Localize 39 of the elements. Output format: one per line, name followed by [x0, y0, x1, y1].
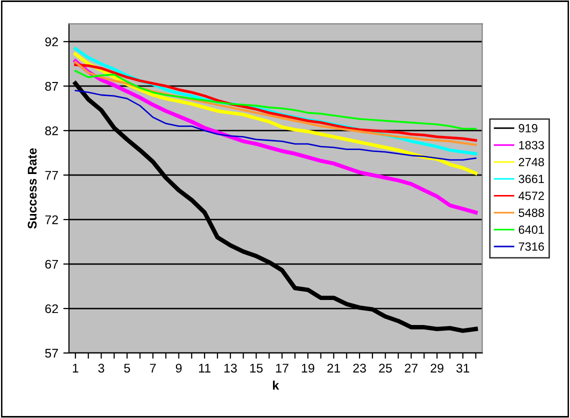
- legend-label: 5488: [518, 208, 544, 217]
- legend-label: 919: [518, 124, 538, 132]
- x-tick-label: 31: [456, 364, 470, 373]
- line-series: [74, 52, 478, 176]
- x-tick-label: 1: [72, 364, 78, 372]
- line-series: [73, 59, 478, 214]
- legend-label: 1833: [519, 140, 544, 150]
- y-tick-label: 87: [45, 82, 58, 91]
- x-tick-label: 5: [124, 364, 130, 373]
- x-tick-label: 13: [224, 364, 237, 373]
- x-tick-label: 19: [302, 364, 314, 373]
- x-tick-label: 11: [199, 364, 210, 372]
- legend-label: 4572: [518, 192, 544, 200]
- x-tick-label: 25: [379, 364, 392, 373]
- x-tick-label: 15: [250, 364, 263, 373]
- x-tick-label: 21: [327, 364, 340, 372]
- y-tick-label: 67: [45, 260, 58, 269]
- x-tick-label: 29: [430, 364, 444, 373]
- x-tick-label: 27: [404, 364, 418, 372]
- x-axis-title: k: [272, 380, 280, 390]
- x-tick-label: 7: [150, 364, 156, 372]
- y-tick-label: 92: [45, 37, 58, 46]
- y-tick-label: 72: [45, 215, 58, 224]
- y-tick-label: 77: [45, 171, 58, 180]
- legend-label: 3661: [518, 174, 544, 184]
- line-series: [73, 81, 478, 333]
- x-tick-label: 23: [353, 364, 366, 373]
- x-tick-label: 17: [276, 364, 288, 372]
- legend-label: 6401: [518, 225, 544, 234]
- y-tick-label: 57: [45, 348, 58, 358]
- y-tick-label: 62: [45, 304, 58, 314]
- line-series: [74, 70, 477, 130]
- y-axis-title: Success Rate: [28, 148, 37, 229]
- x-tick-label: 9: [176, 364, 182, 373]
- line-series: [74, 90, 476, 161]
- legend-label: 7316: [518, 242, 544, 251]
- x-tick-label: 3: [98, 364, 104, 373]
- legend-label: 2748: [518, 158, 544, 166]
- y-tick-label: 82: [45, 126, 58, 136]
